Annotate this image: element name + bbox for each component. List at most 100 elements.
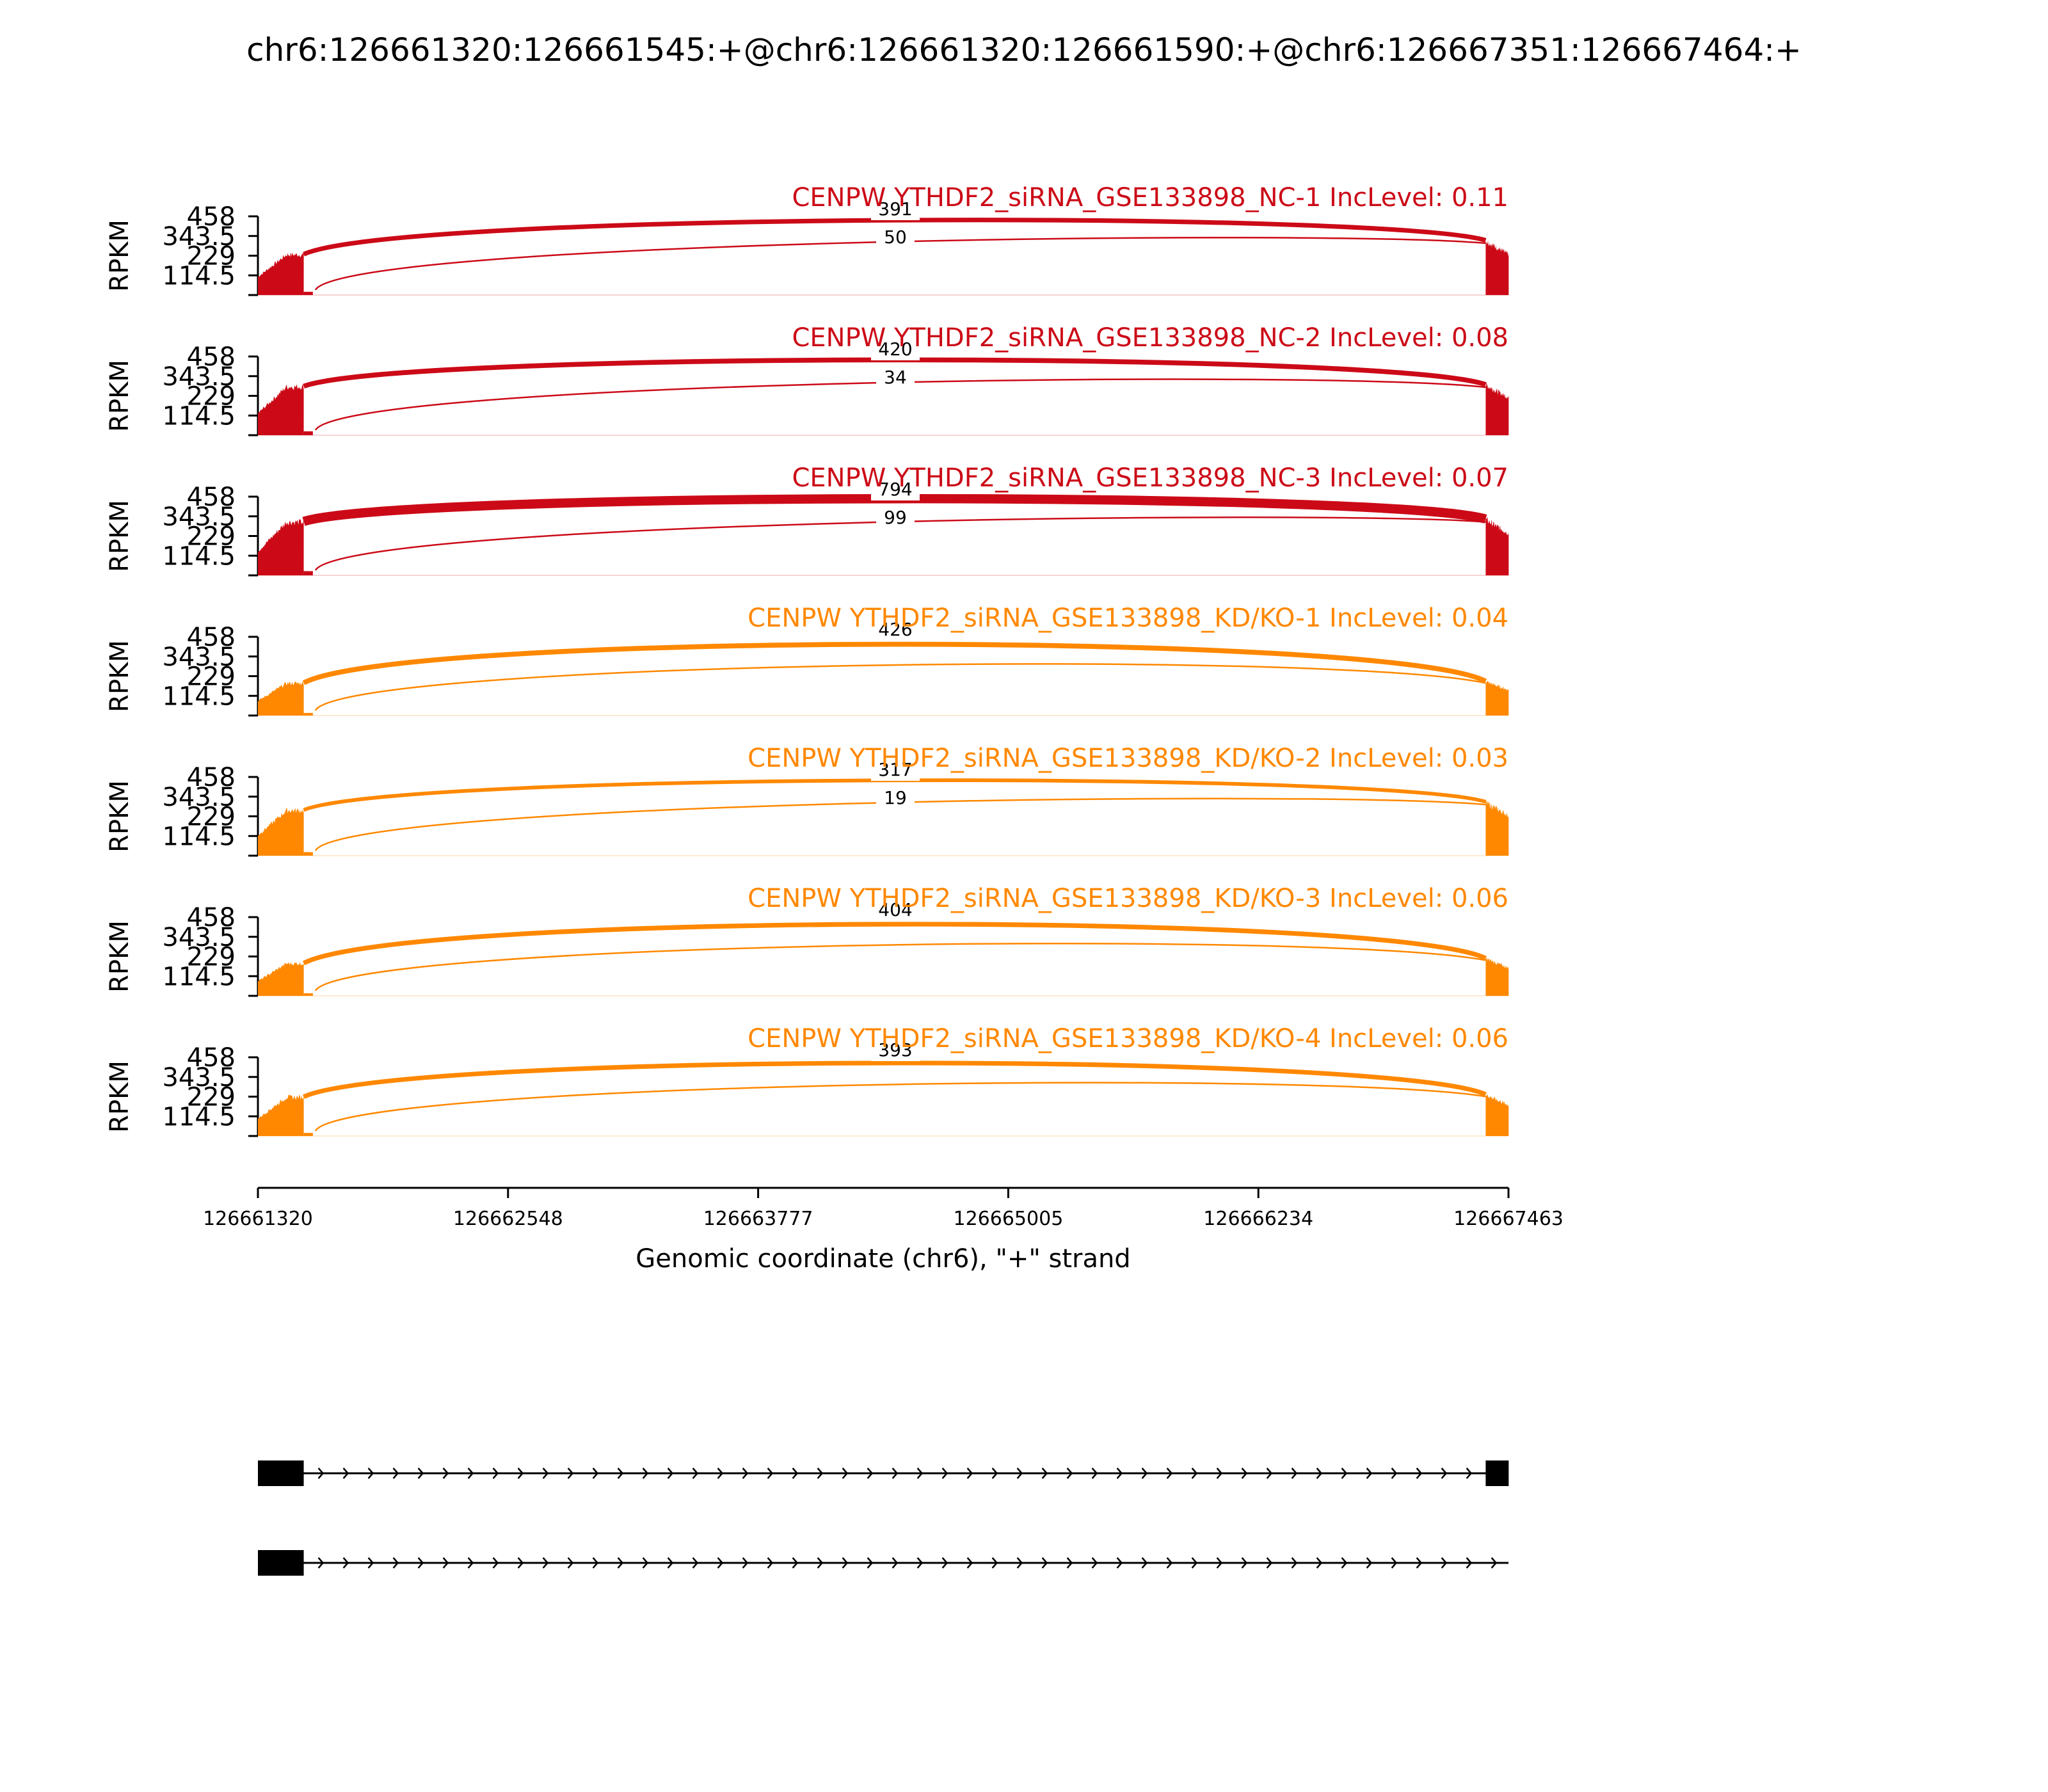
strand-arrow	[317, 1468, 324, 1479]
coverage-downstream-exon	[1485, 382, 1509, 435]
strand-arrow	[1041, 1468, 1048, 1479]
strand-arrow	[467, 1557, 474, 1569]
strand-arrow	[317, 1557, 324, 1569]
strand-arrow	[1191, 1557, 1198, 1569]
x-axis-label: Genomic coordinate (chr6), "+" strand	[636, 1244, 1130, 1274]
strand-arrow	[1391, 1468, 1398, 1479]
strand-arrow	[1066, 1468, 1073, 1479]
strand-arrow	[991, 1468, 998, 1479]
strand-arrow	[342, 1468, 349, 1479]
strand-arrow	[1416, 1468, 1423, 1479]
track-title: CENPW YTHDF2_siRNA_GSE133898_KD/KO-4 Inc…	[748, 1024, 1508, 1053]
strand-arrow	[1116, 1468, 1123, 1479]
track-title: CENPW YTHDF2_siRNA_GSE133898_KD/KO-2 Inc…	[748, 744, 1508, 773]
skip-count-box	[871, 900, 920, 921]
inclusion-junction-arc	[314, 1082, 1486, 1132]
coverage-upstream-exon	[258, 808, 304, 856]
inclusion-count-box	[876, 509, 915, 527]
inclusion-junction-arc	[314, 516, 1486, 571]
skip-count-label: 317	[878, 759, 912, 780]
strand-arrow	[1016, 1468, 1023, 1479]
strand-arrow	[817, 1468, 824, 1479]
track-title: CENPW YTHDF2_siRNA_GSE133898_KD/KO-1 Inc…	[748, 604, 1508, 633]
strand-arrow	[1141, 1468, 1148, 1479]
x-tick-label: 126666234	[1203, 1208, 1313, 1230]
coverage-upstream-extension	[303, 431, 313, 435]
strand-arrow	[1441, 1468, 1448, 1479]
y-tick-label: 229	[187, 662, 236, 692]
strand-arrow	[1466, 1468, 1473, 1479]
coverage-upstream-extension	[303, 291, 313, 295]
y-tick-label: 343.5	[162, 1063, 236, 1092]
coverage-upstream-extension	[303, 852, 313, 856]
coverage-downstream-exon	[1485, 240, 1509, 295]
y-tick-label: 458	[187, 763, 236, 792]
skip-count-label: 404	[878, 899, 912, 920]
strand-arrow	[342, 1557, 349, 1569]
strand-arrow	[367, 1468, 374, 1479]
strand-arrow	[966, 1468, 973, 1479]
x-axis: 126661320 126662548 126663777 126665005 1266…	[203, 1187, 1564, 1274]
strand-arrow	[417, 1557, 424, 1569]
inclusion-junction-arc	[314, 663, 1486, 711]
strand-arrow	[567, 1557, 574, 1569]
y-tick-label: 229	[187, 382, 236, 412]
coverage-upstream-exon	[258, 518, 304, 575]
strand-arrow	[692, 1557, 699, 1569]
strand-arrow	[617, 1557, 624, 1569]
skip-count-label: 794	[878, 479, 912, 500]
strand-arrow	[592, 1557, 599, 1569]
y-tick-label: 458	[187, 483, 236, 512]
strand-arrow	[1366, 1557, 1373, 1569]
skip-count-box	[871, 200, 920, 220]
coverage-downstream-exon	[1485, 517, 1509, 575]
y-axis-label: RPKM	[105, 920, 134, 993]
y-tick-label: 114.5	[162, 401, 236, 431]
strand-arrow	[717, 1468, 724, 1479]
skipping-junction-arc	[302, 922, 1487, 966]
strand-arrow	[842, 1557, 849, 1569]
coverage-upstream-extension	[303, 570, 313, 575]
strand-arrow	[991, 1557, 998, 1569]
plot-title: chr6:126661320:126661545:+@chr6:12666132…	[246, 31, 1802, 68]
strand-arrow	[1216, 1557, 1223, 1569]
y-tick-label: 114.5	[162, 541, 236, 571]
y-tick-label: 458	[187, 342, 236, 372]
y-tick-label: 343.5	[162, 643, 236, 672]
exon-block	[258, 1550, 304, 1576]
strand-arrow	[892, 1468, 899, 1479]
strand-arrow	[592, 1468, 599, 1479]
strand-arrow	[1366, 1468, 1373, 1479]
y-tick-label: 229	[187, 1083, 236, 1112]
strand-arrow	[892, 1557, 899, 1569]
strand-arrow	[392, 1468, 399, 1479]
strand-arrow	[1291, 1468, 1298, 1479]
y-tick-label: 229	[187, 803, 236, 832]
strand-arrow	[867, 1468, 874, 1479]
strand-arrow	[667, 1557, 674, 1569]
strand-arrow	[867, 1557, 874, 1569]
strand-arrow	[966, 1557, 973, 1569]
y-tick-label: 114.5	[162, 261, 236, 291]
strand-arrow	[517, 1557, 524, 1569]
skip-count-box	[871, 760, 920, 781]
skip-count-box	[871, 1041, 920, 1061]
y-tick-label: 458	[187, 202, 236, 232]
skip-count-box	[871, 480, 920, 500]
y-tick-label: 229	[187, 242, 236, 271]
coverage-upstream-exon	[258, 252, 304, 295]
x-tick-label: 126665005	[954, 1208, 1064, 1230]
strand-arrow	[742, 1468, 749, 1479]
skip-count-box	[871, 620, 920, 641]
strand-arrow	[916, 1468, 924, 1479]
track-title: CENPW YTHDF2_siRNA_GSE133898_NC-3 IncLev…	[792, 463, 1508, 493]
y-tick-label: 229	[187, 943, 236, 972]
strand-arrow	[1491, 1557, 1498, 1569]
coverage-upstream-extension	[303, 993, 313, 996]
